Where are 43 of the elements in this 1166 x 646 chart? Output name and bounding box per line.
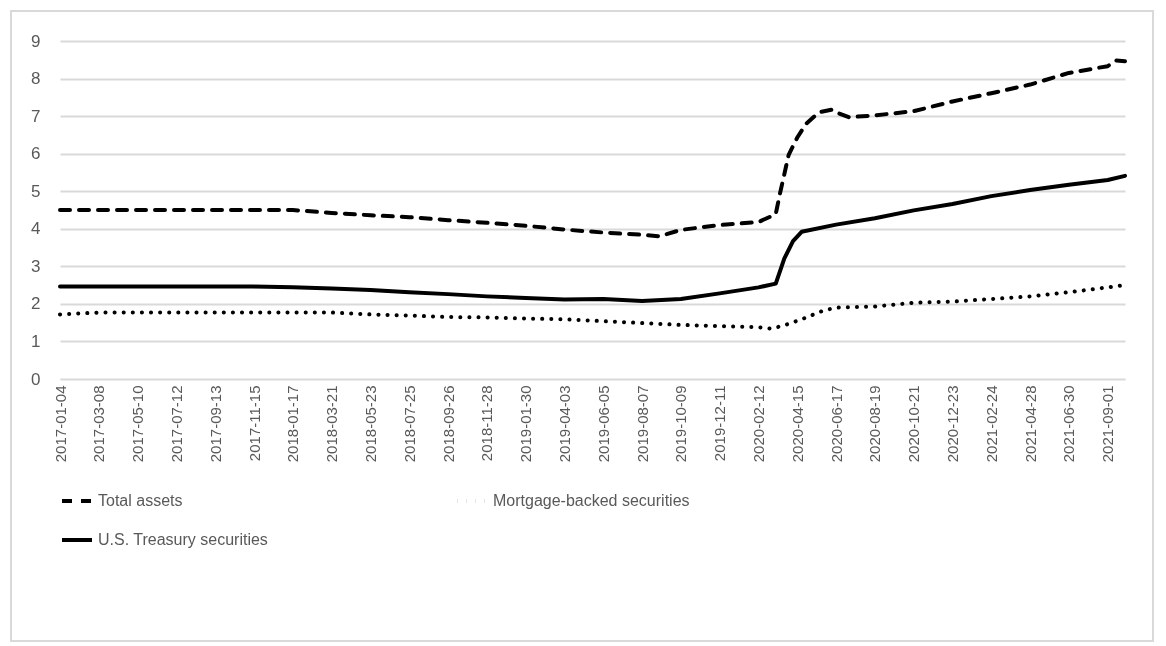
legend-label: Total assets — [98, 492, 183, 509]
y-tick-label: 6 — [31, 144, 41, 164]
x-tick-label: 2021-06-30 — [1060, 385, 1078, 463]
legend-label: Mortgage-backed securities — [493, 492, 690, 509]
x-tick-label: 2020-08-19 — [866, 385, 884, 463]
x-tick-label: 2018-05-23 — [361, 385, 379, 463]
x-tick-label: 2019-06-05 — [594, 385, 612, 463]
y-tick-label: 9 — [31, 31, 41, 51]
x-tick-label: 2017-07-12 — [167, 385, 185, 463]
line-series — [58, 173, 1127, 303]
x-tick-label: 2020-04-15 — [788, 385, 806, 463]
x-tick-label: 2018-07-25 — [400, 385, 418, 463]
x-tick-label: 2020-06-17 — [827, 385, 845, 463]
line-series — [58, 58, 1127, 239]
x-tick-label: 2019-08-07 — [633, 385, 651, 463]
y-tick-label: 0 — [31, 369, 41, 389]
x-tick-label: 2020-10-21 — [905, 385, 923, 463]
x-tick-label: 2018-01-17 — [284, 385, 302, 463]
x-tick-label: 2018-09-26 — [439, 385, 457, 463]
x-tick-label: 2021-04-28 — [1021, 385, 1039, 463]
x-tick-label: 2019-12-11 — [711, 385, 729, 462]
y-tick-label: 5 — [31, 181, 41, 201]
y-tick-label: 3 — [31, 256, 41, 276]
x-tick-label: 2018-11-28 — [478, 385, 496, 462]
y-tick-label: 1 — [31, 331, 41, 351]
x-tick-label: 2021-02-24 — [982, 385, 1000, 463]
y-tick-label: 2 — [31, 294, 41, 314]
x-tick-label: 2017-01-04 — [51, 385, 69, 463]
x-tick-label: 2019-10-09 — [672, 385, 690, 463]
x-tick-label: 2020-12-23 — [944, 385, 962, 463]
x-tick-label: 2021-09-01 — [1099, 385, 1117, 463]
y-tick-label: 7 — [31, 106, 41, 126]
y-tick-label: 4 — [31, 219, 41, 239]
x-tick-label: 2018-03-21 — [323, 385, 341, 463]
x-tick-label: 2019-04-03 — [555, 385, 573, 463]
x-tick-label: 2017-05-10 — [129, 385, 147, 463]
x-tick-label: 2017-09-13 — [206, 385, 224, 463]
y-tick-label: 8 — [31, 69, 41, 89]
x-tick-label: 2017-11-15 — [245, 385, 263, 462]
x-tick-label: 2020-02-12 — [750, 385, 767, 463]
x-tick-label: 2017-03-08 — [90, 385, 108, 463]
legend-label: U.S. Treasury securities — [98, 531, 268, 548]
x-tick-label: 2019-01-30 — [517, 385, 535, 463]
